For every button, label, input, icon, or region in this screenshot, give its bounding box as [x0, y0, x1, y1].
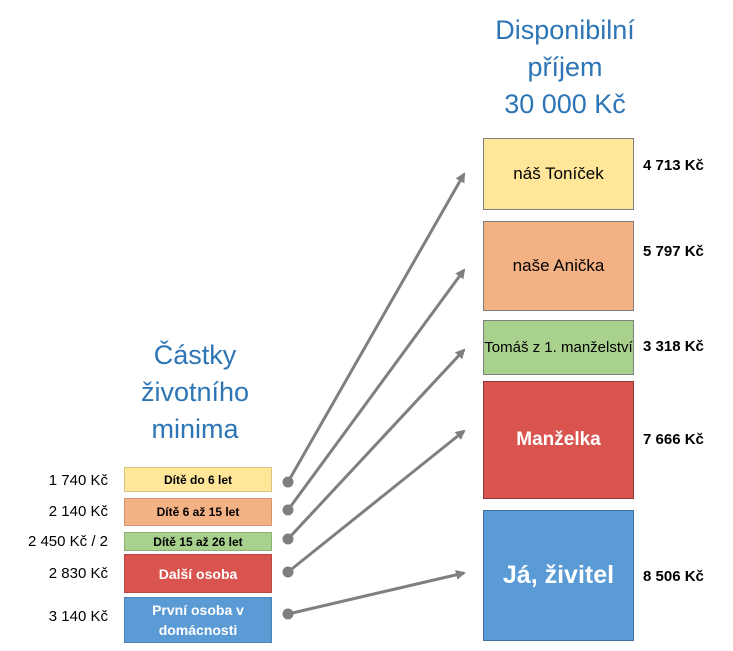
income-amount: 3 318 Kč	[643, 338, 704, 355]
minimum-heading-line-1: Částky	[153, 340, 237, 370]
connector-arrow	[286, 348, 466, 541]
income-amount: 7 666 Kč	[643, 431, 704, 448]
income-amount: 8 506 Kč	[643, 568, 704, 585]
minimum-category-box: Dítě 6 až 15 let	[124, 498, 272, 526]
minimum-category-label: Dítě do 6 let	[163, 472, 232, 487]
connector-dot	[282, 566, 294, 578]
minimum-category-box: Dítě do 6 let	[124, 467, 272, 492]
income-heading-line-2: příjem	[527, 52, 603, 82]
income-member-box: Tomáš z 1. manželství	[483, 320, 634, 375]
connector-dot	[282, 476, 294, 488]
minimum-amount: 1 740 Kč	[48, 472, 108, 489]
income-member-label: Já, živitel	[502, 561, 615, 589]
income-member-label: naše Anička	[512, 256, 605, 275]
income-member-label: náš Toníček	[513, 164, 604, 183]
connector-dot	[282, 608, 294, 620]
minimum-category-label: Další osoba	[158, 565, 238, 582]
connector-arrow	[287, 429, 466, 574]
minimum-amount: 2 450 Kč / 2	[27, 533, 108, 550]
minimum-heading-line-2: životního	[140, 377, 250, 407]
minimum-category-box: Dítě 15 až 26 let	[124, 532, 272, 551]
income-member-label: Tomáš z 1. manželství	[484, 339, 633, 356]
connector-dot	[282, 504, 294, 516]
connector-arrow	[286, 268, 466, 511]
income-member-box: Manželka	[483, 381, 634, 499]
minimum-category-label: Dítě 15 až 26 let	[153, 534, 243, 549]
minimum-amount: 2 830 Kč	[48, 565, 108, 582]
income-member-box: Já, živitel	[483, 510, 634, 641]
income-heading-line-3: 30 000 Kč	[504, 89, 626, 119]
minimum-category-box: První osoba v domácnosti	[124, 597, 272, 643]
connector-arrow	[286, 172, 466, 483]
income-member-label: Manželka	[516, 429, 601, 450]
income-amount: 4 713 Kč	[643, 157, 704, 174]
income-member-box: náš Toníček	[483, 138, 634, 210]
minimum-amount: 3 140 Kč	[48, 608, 108, 625]
minimum-category-label: Dítě 6 až 15 let	[156, 505, 240, 519]
minimum-heading: Částky životního minima	[110, 337, 280, 448]
income-heading-line-1: Disponibilní	[495, 15, 635, 45]
income-member-box: naše Anička	[483, 221, 634, 311]
minimum-category-label: První osoba v domácnosti	[152, 602, 244, 638]
minimum-category-box: Další osoba	[124, 554, 272, 593]
income-amount: 5 797 Kč	[643, 243, 704, 260]
minimum-amount: 2 140 Kč	[48, 503, 108, 520]
connector-dot	[282, 533, 294, 545]
income-heading: Disponibilní příjem 30 000 Kč	[450, 12, 680, 123]
connector-arrow	[287, 569, 466, 616]
minimum-heading-line-3: minima	[151, 414, 239, 444]
